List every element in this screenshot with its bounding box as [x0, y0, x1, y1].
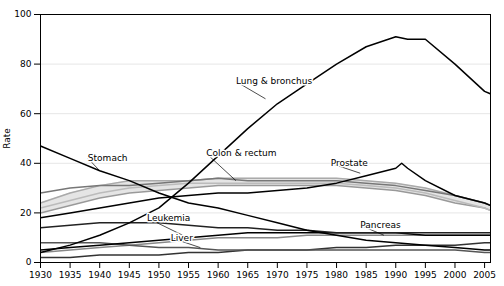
svg-text:1945: 1945: [118, 270, 141, 280]
svg-text:40: 40: [20, 158, 32, 168]
svg-text:1965: 1965: [236, 270, 259, 280]
svg-text:1980: 1980: [325, 270, 348, 280]
svg-text:Stomach: Stomach: [88, 153, 128, 163]
svg-text:1935: 1935: [59, 270, 82, 280]
svg-text:1970: 1970: [266, 270, 289, 280]
svg-text:1995: 1995: [414, 270, 437, 280]
svg-text:1985: 1985: [355, 270, 378, 280]
svg-text:2000: 2000: [444, 270, 467, 280]
svg-text:Pancreas: Pancreas: [360, 220, 401, 230]
svg-text:1940: 1940: [88, 270, 111, 280]
svg-text:Lung & bronchus: Lung & bronchus: [236, 76, 312, 86]
svg-text:1990: 1990: [384, 270, 407, 280]
svg-text:1960: 1960: [207, 270, 230, 280]
svg-text:80: 80: [20, 59, 32, 69]
svg-text:20: 20: [20, 208, 32, 218]
svg-text:Prostate: Prostate: [331, 158, 369, 168]
svg-text:Rate: Rate: [2, 128, 12, 149]
svg-text:Leukemia: Leukemia: [147, 213, 190, 223]
svg-text:1955: 1955: [177, 270, 200, 280]
svg-text:60: 60: [20, 109, 32, 119]
svg-text:2005: 2005: [473, 270, 496, 280]
svg-text:1975: 1975: [295, 270, 318, 280]
svg-text:0: 0: [26, 257, 32, 267]
svg-text:1950: 1950: [147, 270, 170, 280]
svg-text:100: 100: [14, 9, 31, 19]
svg-text:Liver: Liver: [171, 233, 193, 243]
svg-text:1930: 1930: [29, 270, 52, 280]
svg-text:Colon & rectum: Colon & rectum: [206, 148, 276, 158]
